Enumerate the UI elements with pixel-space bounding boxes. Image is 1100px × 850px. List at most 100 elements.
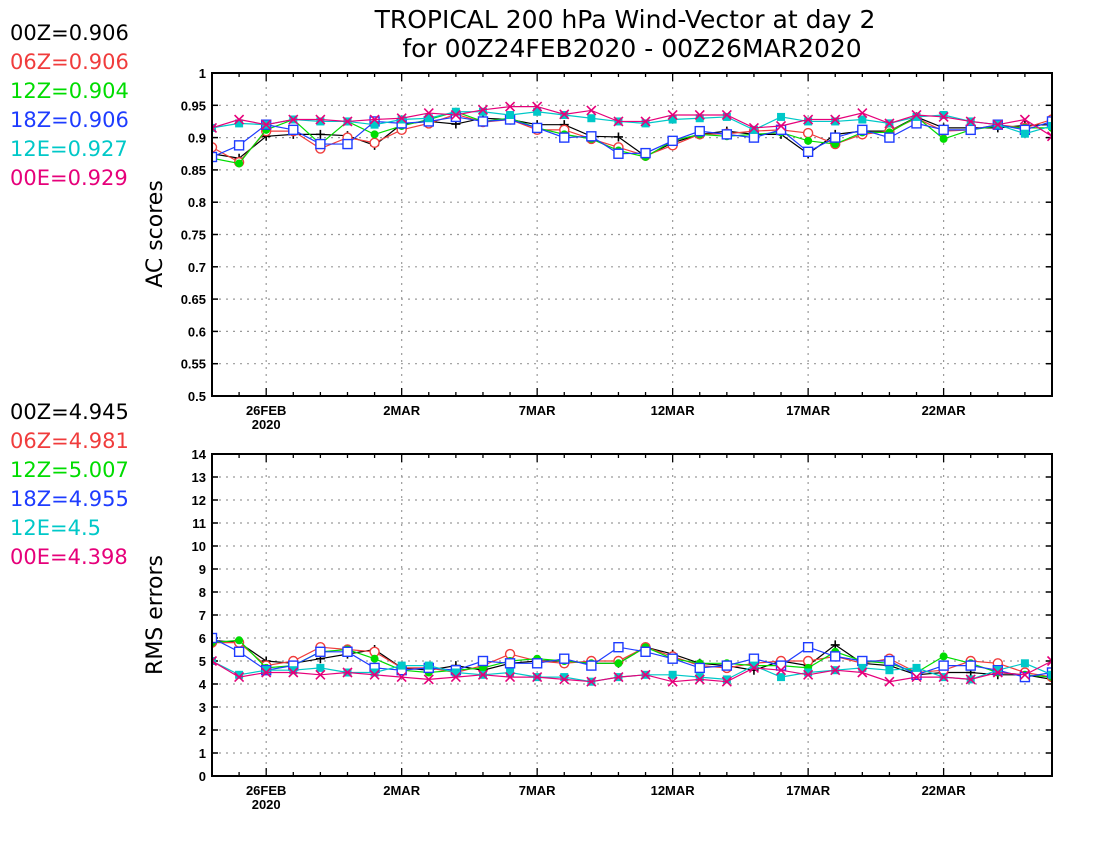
- data-point: [369, 669, 380, 680]
- data-point: [212, 632, 218, 644]
- data-point: [212, 142, 218, 153]
- data-point: [667, 676, 678, 687]
- legend-entry-5: 12E=4.5: [10, 516, 101, 540]
- data-point: [316, 117, 325, 126]
- data-point: [858, 115, 867, 124]
- data-point: [938, 660, 949, 671]
- data-point: [667, 109, 678, 121]
- chart-title-line2: for 00Z24FEB2020 - 00Z26MAR2020: [402, 34, 861, 63]
- data-point: [559, 109, 570, 120]
- data-point: [748, 662, 760, 673]
- data-point: [938, 111, 949, 122]
- data-point: [1019, 114, 1030, 125]
- legend-entry-3: 12Z=0.904: [10, 79, 129, 103]
- data-point: [993, 666, 1002, 675]
- data-point: [315, 114, 326, 125]
- x-tick-label: 12MAR: [651, 403, 696, 418]
- data-point: [233, 140, 245, 151]
- x-tick-label: 26FEB: [246, 403, 286, 418]
- data-point: [315, 669, 326, 680]
- y-tick-label: 11: [192, 516, 206, 531]
- y-tick-label: 0.6: [188, 324, 206, 339]
- data-point: [884, 118, 895, 129]
- y-tick-label: 0.55: [181, 357, 206, 372]
- data-point: [992, 119, 1003, 130]
- data-point: [802, 127, 814, 139]
- y-tick-label: 0.85: [181, 163, 206, 178]
- data-point: [912, 112, 921, 121]
- data-point: [342, 138, 353, 150]
- data-point: [532, 101, 543, 112]
- y-tick-label: 0.8: [188, 195, 206, 210]
- y-tick-label: 4: [199, 677, 207, 692]
- data-point: [695, 114, 704, 123]
- y-tick-label: 0.7: [188, 260, 206, 275]
- data-point: [261, 119, 272, 130]
- data-point: [342, 667, 353, 678]
- legend-entry-2: 06Z=0.906: [10, 50, 129, 74]
- data-point: [370, 130, 379, 139]
- data-point: [1020, 129, 1029, 138]
- x-tick-sublabel: 2020: [252, 797, 281, 812]
- data-point: [477, 669, 489, 680]
- data-point: [965, 660, 976, 671]
- data-point: [1019, 669, 1030, 680]
- data-point: [342, 116, 353, 127]
- data-point: [613, 672, 624, 683]
- data-point: [478, 107, 487, 116]
- data-point: [506, 110, 515, 119]
- data-point: [749, 661, 758, 670]
- data-point: [397, 115, 406, 124]
- data-point: [721, 676, 732, 687]
- legend-entry-4: 18Z=0.906: [10, 108, 129, 132]
- series-5: [212, 107, 1052, 138]
- data-point: [614, 659, 623, 668]
- data-point: [559, 674, 570, 685]
- series-line: [212, 111, 1052, 135]
- data-point: [586, 105, 597, 116]
- data-point: [531, 658, 543, 669]
- data-point: [939, 134, 948, 143]
- legend-entry-3: 12Z=5.007: [10, 458, 129, 482]
- data-point: [857, 124, 868, 136]
- series-6: [212, 655, 1052, 687]
- data-point: [212, 122, 218, 133]
- legend-entry-2: 06Z=4.981: [10, 429, 129, 453]
- data-point: [1046, 131, 1052, 142]
- y-tick-label: 8: [199, 585, 206, 600]
- data-point: [235, 159, 244, 168]
- data-point: [830, 665, 841, 676]
- data-point: [212, 657, 216, 665]
- data-point: [640, 147, 651, 159]
- chart-panel-2: 00Z=4.945 06Z=4.981 12Z=5.007 18Z=4.955 12E=…: [10, 400, 1053, 812]
- y-tick-label: 12: [192, 493, 206, 508]
- data-point: [804, 136, 813, 145]
- x-tick-label: 2MAR: [383, 783, 420, 798]
- series-6: [212, 101, 1052, 142]
- data-point: [532, 672, 543, 683]
- data-point: [450, 109, 461, 121]
- y-tick-label: 0.75: [181, 228, 206, 243]
- data-point: [233, 646, 245, 657]
- y-axis-label: AC scores: [143, 180, 168, 288]
- chart-title-line1: TROPICAL 200 hPa Wind-Vector at day 2: [374, 5, 876, 34]
- data-point: [939, 110, 948, 119]
- y-tick-label: 7: [199, 608, 206, 623]
- data-point: [613, 148, 624, 159]
- y-tick-label: 0.95: [181, 98, 206, 113]
- data-point: [667, 653, 678, 664]
- x-tick-label: 22MAR: [922, 783, 967, 798]
- data-point: [640, 646, 651, 657]
- data-point: [316, 663, 325, 672]
- y-tick-label: 0: [199, 769, 206, 784]
- data-point: [586, 660, 597, 671]
- data-point: [884, 655, 895, 667]
- gridlines: [212, 454, 1052, 776]
- data-point: [912, 663, 921, 672]
- data-point: [235, 670, 244, 679]
- data-point: [830, 651, 841, 662]
- data-point: [722, 675, 731, 684]
- data-point: [613, 132, 623, 142]
- data-point: [315, 646, 326, 657]
